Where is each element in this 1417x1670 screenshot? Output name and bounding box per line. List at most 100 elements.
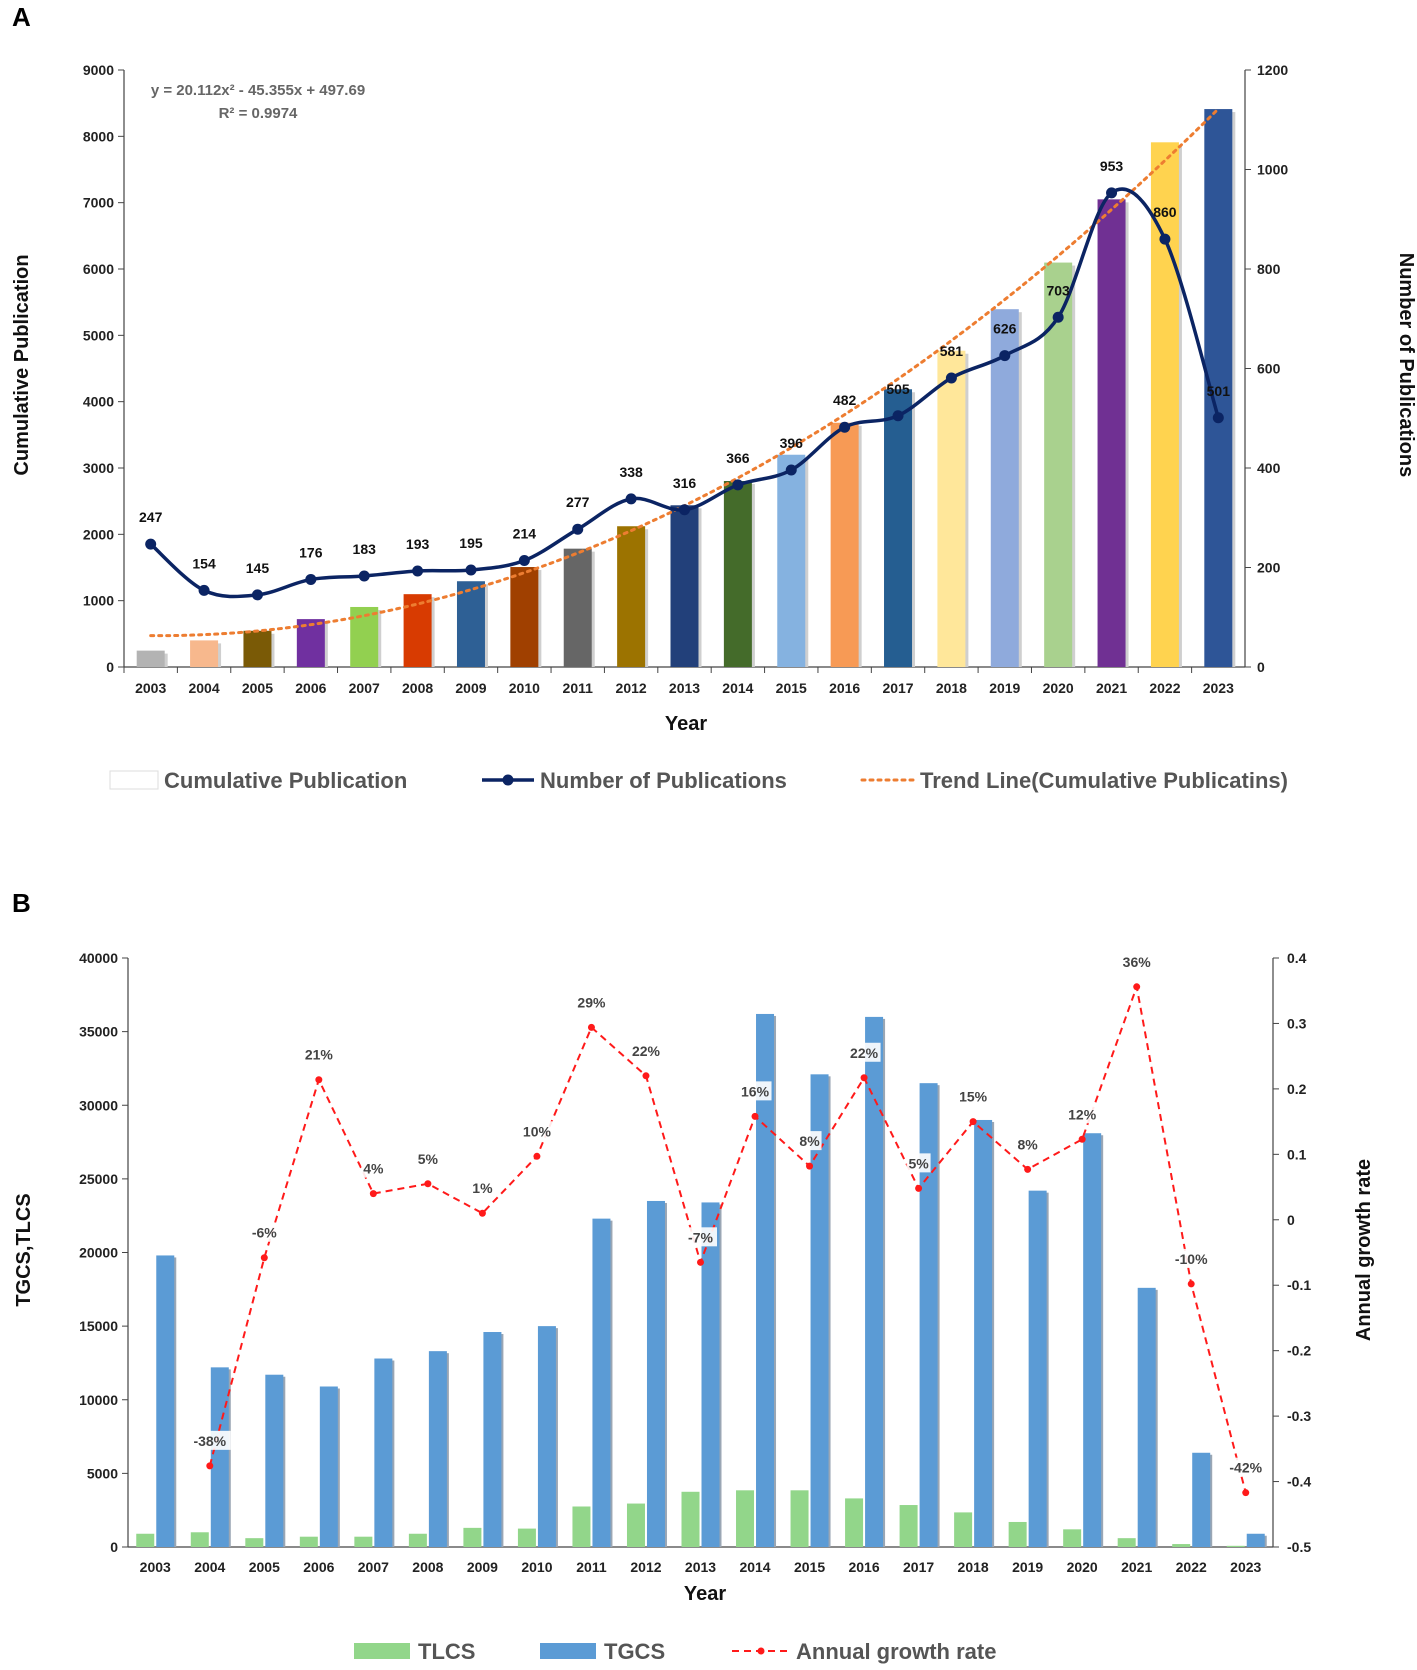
y2-tick-label: -0.2 <box>1287 1343 1311 1359</box>
growth-label: 1% <box>472 1180 493 1196</box>
bar-cumulative-2018 <box>937 350 966 667</box>
bar-tgcs-2023 <box>1246 1533 1265 1547</box>
bar-tgcs-2008 <box>428 1351 447 1547</box>
point-growth-2019 <box>1024 1165 1032 1173</box>
point-publications-2009 <box>465 564 477 576</box>
point-growth-2013 <box>697 1258 704 1266</box>
x-tick-label: 2023 <box>1230 1559 1261 1575</box>
legend-label-cumulative: Cumulative Publication <box>164 768 407 793</box>
x-tick-label: 2009 <box>467 1559 498 1575</box>
bar-cumulative-2014 <box>723 481 752 667</box>
trend-equation: y = 20.112x² - 45.355x + 497.69 <box>151 82 365 99</box>
x-tick-label: 2014 <box>722 680 753 696</box>
bar-tgcs-2018 <box>974 1119 993 1547</box>
x-tick-label: 2012 <box>616 680 647 696</box>
bar-cumulative-2007 <box>350 606 379 667</box>
growth-label-bg <box>520 1121 554 1141</box>
bar-tgcs-2020 <box>1083 1133 1102 1547</box>
y-tick-label: 5000 <box>83 327 114 343</box>
legend-swatch-tgcs <box>540 1643 596 1659</box>
y-tick-label: 35000 <box>79 1024 118 1040</box>
point-growth-2006 <box>315 1076 323 1084</box>
y-tick-label: 1000 <box>83 593 114 609</box>
data-label: 501 <box>1207 383 1231 399</box>
data-label: 145 <box>246 560 270 576</box>
point-growth-2007 <box>369 1190 377 1198</box>
growth-label: 5% <box>418 1151 439 1167</box>
bar-tlcs-2007 <box>354 1536 373 1547</box>
bar-tlcs-2021 <box>1117 1538 1136 1547</box>
x-tick-label: 2013 <box>685 1559 716 1575</box>
point-growth-2010 <box>533 1152 541 1160</box>
growth-label: -7% <box>688 1229 713 1245</box>
chart-b: 0 5000 10000 15000 20000 25000 30000 35000 40000… <box>13 950 1375 1664</box>
y2-tick-label: 0.3 <box>1287 1015 1307 1031</box>
point-publications-2023 <box>1212 412 1224 424</box>
x-tick-label: 2020 <box>1043 680 1074 696</box>
point-publications-2021 <box>1106 187 1118 199</box>
bar-cumulative-2015 <box>777 454 806 667</box>
data-label: 953 <box>1100 158 1124 174</box>
y2-tick-label: 1200 <box>1257 62 1288 78</box>
growth-label: 36% <box>1123 954 1152 970</box>
y-tick-label: 0 <box>106 659 114 675</box>
growth-label: 15% <box>959 1089 988 1105</box>
bar-tlcs-2006 <box>299 1536 318 1547</box>
x-tick-label: 2015 <box>776 680 807 696</box>
bar-tlcs-2010 <box>517 1528 536 1547</box>
y2-tick-label: 800 <box>1257 261 1281 277</box>
bar-tgcs-2012 <box>646 1200 665 1547</box>
bar-cumulative-2004 <box>190 640 219 667</box>
bar-tgcs-2013 <box>701 1202 720 1547</box>
growth-label-bg <box>684 1227 717 1247</box>
data-label: 860 <box>1153 204 1177 220</box>
x-tick-label: 2004 <box>194 1559 225 1575</box>
point-publications-2003 <box>145 538 157 550</box>
growth-label: 12% <box>1068 1106 1097 1122</box>
growth-label: -10% <box>1175 1251 1208 1267</box>
point-growth-2005 <box>260 1254 268 1262</box>
x-tick-label: 2005 <box>242 680 273 696</box>
y-tick-label: 25000 <box>79 1171 118 1187</box>
growth-label-bg <box>906 1153 931 1173</box>
legend-swatch-cumulative <box>109 770 159 790</box>
growth-label: 4% <box>363 1161 384 1177</box>
bar-tgcs-2006 <box>319 1386 338 1547</box>
x-axis-title: Year <box>684 1583 726 1605</box>
data-label: 482 <box>833 392 857 408</box>
bar-tlcs-2014 <box>736 1490 755 1547</box>
x-axis-title: Year <box>665 713 707 735</box>
bar-tlcs-2009 <box>463 1527 482 1547</box>
point-publications-2022 <box>1159 233 1171 245</box>
x-tick-label: 2006 <box>295 680 326 696</box>
y-tick-label: 2000 <box>83 526 114 542</box>
bar-tlcs-2022 <box>1172 1544 1191 1547</box>
x-tick-label: 2007 <box>349 680 380 696</box>
growth-label-bg <box>1065 1104 1099 1124</box>
y2-tick-label: -0.3 <box>1287 1408 1311 1424</box>
x-tick-label: 2010 <box>521 1559 552 1575</box>
data-label: 366 <box>726 450 750 466</box>
point-publications-2014 <box>732 479 744 491</box>
point-publications-2016 <box>839 421 851 433</box>
y-tick-label: 4000 <box>83 394 114 410</box>
bar-tgcs-2007 <box>374 1358 393 1547</box>
y-tick-label: 20000 <box>79 1245 118 1261</box>
growth-label: 22% <box>850 1045 879 1061</box>
point-growth-2018 <box>969 1118 977 1126</box>
growth-label-bg <box>415 1148 440 1168</box>
bar-tgcs-2021 <box>1137 1287 1156 1547</box>
bar-tlcs-2017 <box>899 1505 918 1547</box>
bar-tgcs-2022 <box>1192 1452 1211 1547</box>
y-tick-label: 6000 <box>83 261 114 277</box>
y-tick-label: 30000 <box>79 1097 118 1113</box>
x-tick-label: 2015 <box>794 1559 825 1575</box>
point-growth-2004 <box>206 1462 214 1470</box>
x-tick-label: 2003 <box>135 680 166 696</box>
bar-cumulative-2009 <box>456 581 485 667</box>
growth-label: -6% <box>252 1225 277 1241</box>
x-tick-label: 2009 <box>455 680 486 696</box>
bar-tgcs-2017 <box>919 1083 938 1547</box>
bar-cumulative-2020 <box>1044 262 1073 667</box>
y2-axis-title: Annual growth rate <box>1353 1159 1375 1341</box>
